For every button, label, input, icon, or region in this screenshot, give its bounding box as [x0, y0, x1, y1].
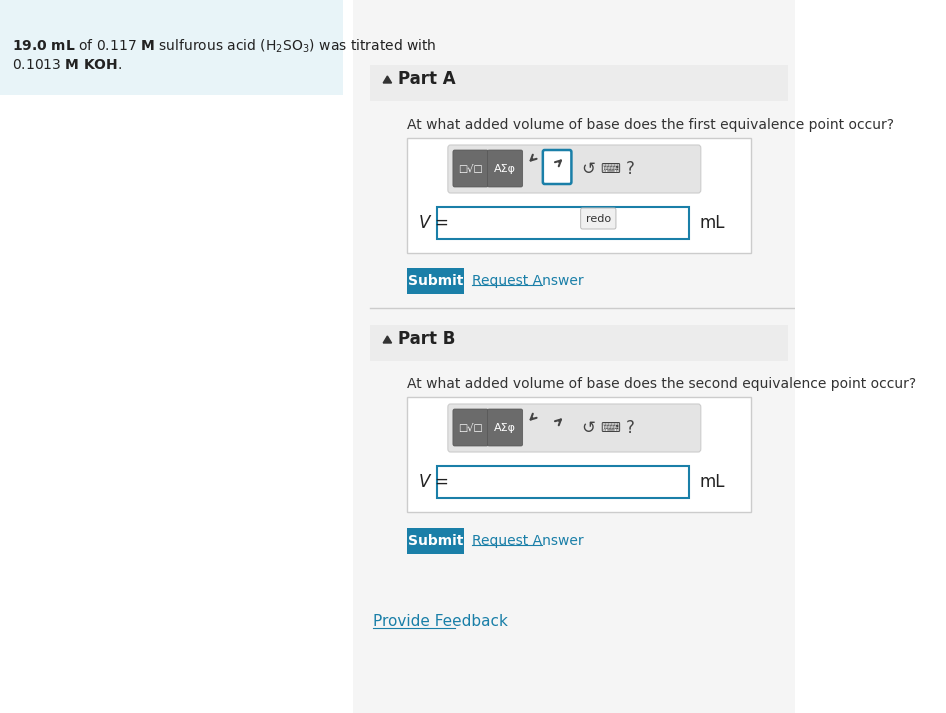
- FancyBboxPatch shape: [437, 207, 689, 239]
- Text: 0.1013 $\mathbf{M}$ $\mathbf{KOH}$.: 0.1013 $\mathbf{M}$ $\mathbf{KOH}$.: [11, 58, 122, 72]
- Text: redo: redo: [586, 214, 611, 224]
- FancyBboxPatch shape: [370, 65, 788, 101]
- FancyBboxPatch shape: [581, 208, 616, 229]
- Text: ?: ?: [626, 419, 635, 437]
- Text: $\mathbf{19.0}$ $\mathbf{mL}$ of 0.117 $\mathbf{M}$ sulfurous acid ($\mathrm{H_2: $\mathbf{19.0}$ $\mathbf{mL}$ of 0.117 $…: [11, 38, 436, 56]
- Text: ⌨: ⌨: [600, 421, 620, 435]
- FancyBboxPatch shape: [437, 466, 689, 498]
- FancyBboxPatch shape: [543, 150, 571, 184]
- FancyBboxPatch shape: [353, 0, 795, 713]
- Text: At what added volume of base does the second equivalence point occur?: At what added volume of base does the se…: [407, 377, 916, 391]
- Text: At what added volume of base does the first equivalence point occur?: At what added volume of base does the fi…: [407, 118, 894, 132]
- FancyBboxPatch shape: [407, 528, 464, 554]
- Text: mL: mL: [700, 214, 726, 232]
- Text: Submit: Submit: [408, 534, 463, 548]
- Text: AΣφ: AΣφ: [494, 423, 516, 433]
- Text: Submit: Submit: [408, 274, 463, 288]
- Text: ↺: ↺: [581, 160, 595, 178]
- Text: Part A: Part A: [398, 70, 456, 88]
- Text: Request Answer: Request Answer: [472, 534, 584, 548]
- Text: □√□: □√□: [458, 423, 483, 433]
- Text: ↺: ↺: [581, 419, 595, 437]
- FancyBboxPatch shape: [407, 397, 751, 512]
- FancyBboxPatch shape: [487, 409, 523, 446]
- Polygon shape: [383, 76, 392, 83]
- Text: $V$ =: $V$ =: [417, 214, 448, 232]
- Text: □√□: □√□: [458, 164, 483, 174]
- FancyBboxPatch shape: [453, 409, 488, 446]
- Text: AΣφ: AΣφ: [494, 164, 516, 174]
- FancyBboxPatch shape: [487, 150, 523, 187]
- Text: Provide Feedback: Provide Feedback: [373, 614, 508, 629]
- Text: $V$ =: $V$ =: [417, 473, 448, 491]
- FancyBboxPatch shape: [407, 138, 751, 253]
- Polygon shape: [383, 336, 392, 343]
- FancyBboxPatch shape: [453, 150, 488, 187]
- FancyBboxPatch shape: [0, 0, 342, 95]
- FancyBboxPatch shape: [447, 404, 701, 452]
- Text: Part B: Part B: [398, 330, 456, 348]
- FancyBboxPatch shape: [407, 268, 464, 294]
- Text: ?: ?: [626, 160, 635, 178]
- Text: Request Answer: Request Answer: [472, 274, 584, 288]
- FancyBboxPatch shape: [370, 325, 788, 361]
- Text: mL: mL: [700, 473, 726, 491]
- FancyBboxPatch shape: [447, 145, 701, 193]
- Text: ⌨: ⌨: [600, 162, 620, 176]
